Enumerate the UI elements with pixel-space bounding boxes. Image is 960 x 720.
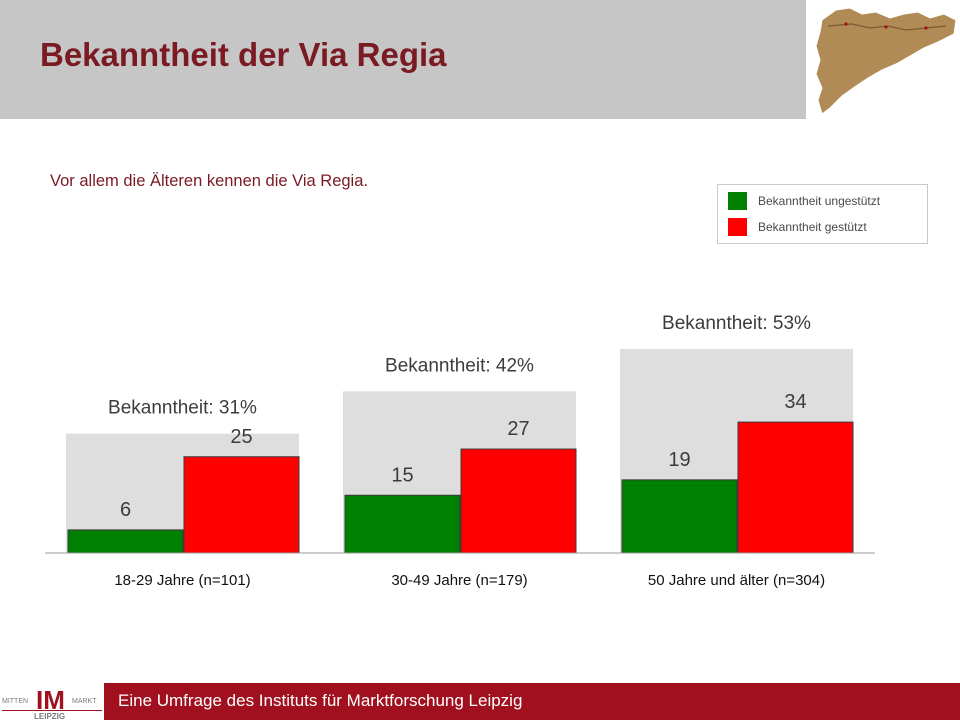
- legend-swatch-aided: [728, 218, 747, 236]
- bar: [67, 529, 184, 554]
- bar: [344, 494, 461, 554]
- data-label: 19: [668, 449, 690, 471]
- logo-right-text: MARKT: [72, 698, 97, 705]
- bar: [621, 479, 738, 554]
- page-title: Bekanntheit der Via Regia: [40, 36, 447, 73]
- data-label: 27: [507, 418, 529, 440]
- total-label: Bekanntheit: 31%: [108, 398, 257, 419]
- logo-bottom-text: LEIPZIG: [34, 712, 65, 720]
- header-band: Bekanntheit der Via Regia: [0, 0, 806, 119]
- map-image: [806, 0, 960, 119]
- data-label: 34: [784, 391, 806, 413]
- data-label: 6: [120, 499, 131, 521]
- bar: [737, 421, 854, 554]
- total-label: Bekanntheit: 53%: [662, 313, 811, 334]
- saxony-map-icon: [815, 7, 957, 115]
- bar: [460, 448, 577, 554]
- chart-legend: Bekanntheit ungestützt Bekanntheit gestü…: [717, 184, 928, 244]
- legend-label-unaided: Bekanntheit ungestützt: [758, 194, 881, 208]
- data-label: 25: [230, 426, 252, 448]
- bar-chart: Bekanntheit: 31% 6 25 18-29 Jahre (n=101) Be…: [45, 313, 875, 589]
- total-label: Bekanntheit: 42%: [385, 355, 534, 376]
- category-label: 50 Jahre und älter (n=304): [648, 572, 825, 589]
- footer-band: Eine Umfrage des Instituts für Marktfors…: [104, 683, 960, 720]
- logo: MITTEN IM MARKT LEIPZIG: [0, 683, 104, 720]
- footer-text: Eine Umfrage des Instituts für Marktfors…: [118, 691, 523, 710]
- legend-swatch-unaided: [728, 192, 747, 210]
- data-label: 15: [391, 464, 413, 486]
- logo-left-text: MITTEN: [2, 698, 28, 705]
- bar: [183, 456, 300, 554]
- subtitle: Vor allem die Älteren kennen die Via Reg…: [50, 172, 368, 190]
- category-label: 30-49 Jahre (n=179): [391, 572, 527, 589]
- legend-label-aided: Bekanntheit gestützt: [758, 220, 867, 234]
- category-label: 18-29 Jahre (n=101): [114, 572, 250, 589]
